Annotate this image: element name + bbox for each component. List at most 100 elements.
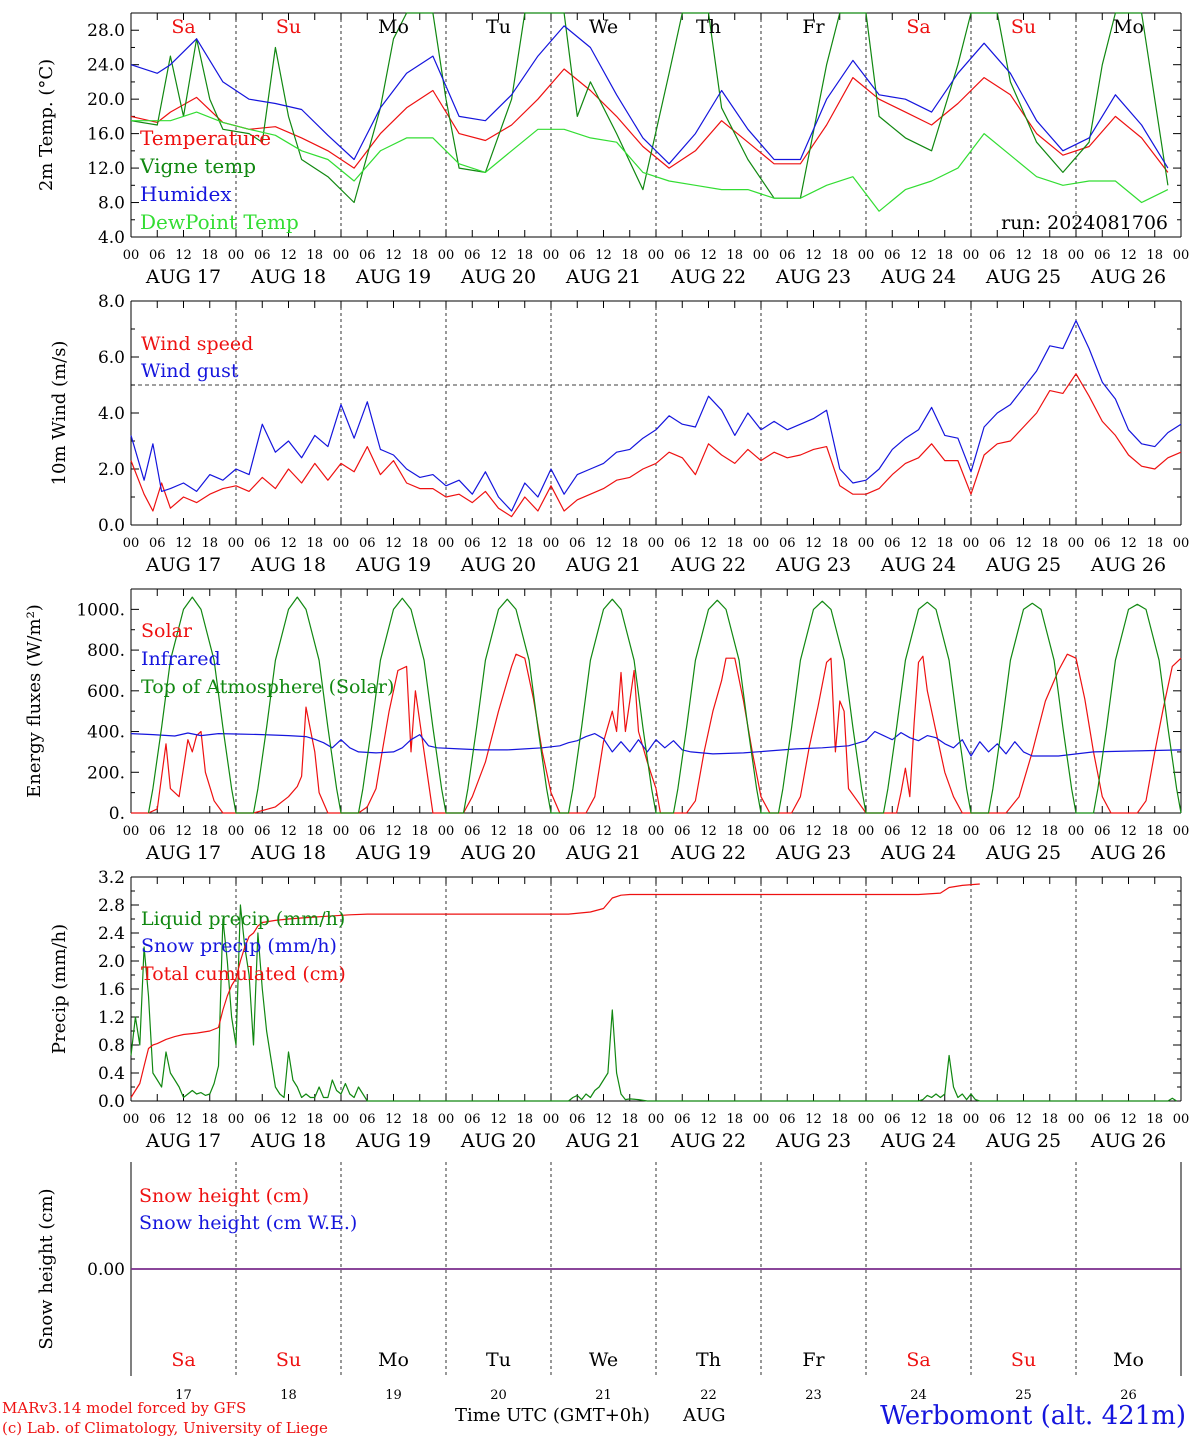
hour-tick-label: 06 bbox=[674, 536, 691, 551]
hour-tick-label: 12 bbox=[490, 1112, 507, 1127]
hour-tick-label: 06 bbox=[569, 536, 586, 551]
date-label: AUG 25 bbox=[985, 554, 1061, 576]
series-line-wind-gust bbox=[130, 320, 1182, 512]
series-line-temperature bbox=[130, 68, 1169, 173]
hour-tick-label: 18 bbox=[936, 248, 953, 263]
day-number-label: 18 bbox=[280, 1388, 297, 1403]
hour-tick-label: 00 bbox=[123, 248, 140, 263]
station-label: Werbomont (alt. 421m) bbox=[880, 1401, 1186, 1431]
hour-tick-label: 18 bbox=[306, 248, 323, 263]
date-label: AUG 21 bbox=[565, 266, 641, 288]
day-number-label: 22 bbox=[700, 1388, 717, 1403]
hour-tick-label: 00 bbox=[438, 1112, 455, 1127]
date-label: AUG 20 bbox=[460, 266, 536, 288]
weekday-label-bottom: Mo bbox=[1113, 1349, 1144, 1371]
hour-tick-label: 12 bbox=[805, 824, 822, 839]
hour-tick-label: 18 bbox=[831, 248, 848, 263]
hour-tick-label: 12 bbox=[1120, 824, 1137, 839]
hour-tick-label: 12 bbox=[1120, 536, 1137, 551]
hour-tick-label: 00 bbox=[1173, 1112, 1190, 1127]
day-number-label: 19 bbox=[385, 1388, 402, 1403]
hour-tick-label: 12 bbox=[1015, 248, 1032, 263]
day-number-label: 21 bbox=[595, 1388, 612, 1403]
hour-tick-label: 06 bbox=[149, 536, 166, 551]
date-label: AUG 26 bbox=[1090, 554, 1166, 576]
y-tick-label: 16.0 bbox=[87, 125, 125, 145]
hour-tick-label: 12 bbox=[700, 248, 717, 263]
hour-tick-label: 00 bbox=[438, 824, 455, 839]
weekday-label-bottom: Fr bbox=[802, 1349, 825, 1371]
y-tick-label: 1.2 bbox=[98, 1008, 125, 1028]
hour-tick-label: 00 bbox=[1068, 824, 1085, 839]
hour-tick-label: 06 bbox=[359, 248, 376, 263]
hour-tick-label: 06 bbox=[464, 536, 481, 551]
y-tick-label: 20.0 bbox=[87, 90, 125, 110]
hour-tick-label: 06 bbox=[464, 824, 481, 839]
hour-tick-label: 18 bbox=[726, 824, 743, 839]
hour-tick-label: 18 bbox=[831, 536, 848, 551]
hour-tick-label: 06 bbox=[464, 1112, 481, 1127]
hour-tick-label: 18 bbox=[516, 1112, 533, 1127]
hour-tick-label: 06 bbox=[149, 248, 166, 263]
date-label: AUG 26 bbox=[1090, 266, 1166, 288]
legend-entry: Wind gust bbox=[141, 360, 239, 382]
hour-tick-label: 18 bbox=[726, 1112, 743, 1127]
hour-tick-label: 12 bbox=[1120, 1112, 1137, 1127]
y-axis-title: 2m Temp. (°C) bbox=[36, 59, 57, 191]
legend-entry: Solar bbox=[141, 620, 193, 642]
weekday-label-top: Su bbox=[276, 16, 301, 38]
day-number-label: 23 bbox=[805, 1388, 822, 1403]
date-label: AUG 23 bbox=[775, 1130, 851, 1152]
hour-tick-label: 00 bbox=[438, 248, 455, 263]
hour-tick-label: 06 bbox=[989, 824, 1006, 839]
y-tick-label: 3.2 bbox=[98, 868, 125, 888]
hour-tick-label: 12 bbox=[805, 536, 822, 551]
hour-tick-label: 00 bbox=[858, 1112, 875, 1127]
hour-tick-label: 06 bbox=[674, 824, 691, 839]
weekday-label-bottom: Tu bbox=[486, 1349, 511, 1371]
hour-tick-label: 12 bbox=[910, 824, 927, 839]
date-label: AUG 20 bbox=[460, 554, 536, 576]
hour-tick-label: 18 bbox=[621, 824, 638, 839]
y-tick-label: 8.0 bbox=[98, 194, 125, 214]
date-label: AUG 21 bbox=[565, 554, 641, 576]
hour-tick-label: 18 bbox=[1041, 824, 1058, 839]
hour-tick-label: 12 bbox=[280, 824, 297, 839]
hour-tick-label: 18 bbox=[1146, 1112, 1163, 1127]
hour-tick-label: 06 bbox=[884, 248, 901, 263]
y-tick-label: 200. bbox=[87, 763, 125, 783]
series-line-dewpoint-temp bbox=[131, 111, 1169, 212]
hour-tick-label: 18 bbox=[936, 824, 953, 839]
hour-tick-label: 18 bbox=[201, 1112, 218, 1127]
hour-tick-label: 06 bbox=[989, 1112, 1006, 1127]
model-credit: MARv3.14 model forced by GFS bbox=[2, 1399, 247, 1417]
y-tick-label: 2.0 bbox=[98, 460, 125, 480]
hour-tick-label: 00 bbox=[228, 536, 245, 551]
y-tick-label: 1000. bbox=[76, 600, 125, 620]
hour-tick-label: 18 bbox=[936, 1112, 953, 1127]
hour-tick-label: 12 bbox=[385, 248, 402, 263]
hour-tick-label: 06 bbox=[569, 824, 586, 839]
hour-tick-label: 18 bbox=[621, 248, 638, 263]
hour-tick-label: 06 bbox=[149, 1112, 166, 1127]
hour-tick-label: 06 bbox=[884, 1112, 901, 1127]
hour-tick-label: 12 bbox=[385, 1112, 402, 1127]
hour-tick-label: 12 bbox=[595, 536, 612, 551]
hour-tick-label: 06 bbox=[779, 824, 796, 839]
hour-tick-label: 06 bbox=[569, 1112, 586, 1127]
hour-tick-label: 06 bbox=[359, 824, 376, 839]
hour-tick-label: 12 bbox=[175, 1112, 192, 1127]
hour-tick-label: 06 bbox=[254, 248, 271, 263]
hour-tick-label: 18 bbox=[1146, 824, 1163, 839]
date-label: AUG 24 bbox=[880, 842, 956, 864]
date-label: AUG 19 bbox=[355, 554, 431, 576]
hour-tick-label: 00 bbox=[753, 824, 770, 839]
date-label: AUG 17 bbox=[145, 842, 221, 864]
hour-tick-label: 00 bbox=[753, 536, 770, 551]
day-number-label: 25 bbox=[1015, 1388, 1032, 1403]
hour-tick-label: 00 bbox=[963, 536, 980, 551]
date-label: AUG 17 bbox=[145, 554, 221, 576]
hour-tick-label: 00 bbox=[963, 248, 980, 263]
hour-tick-label: 00 bbox=[858, 248, 875, 263]
